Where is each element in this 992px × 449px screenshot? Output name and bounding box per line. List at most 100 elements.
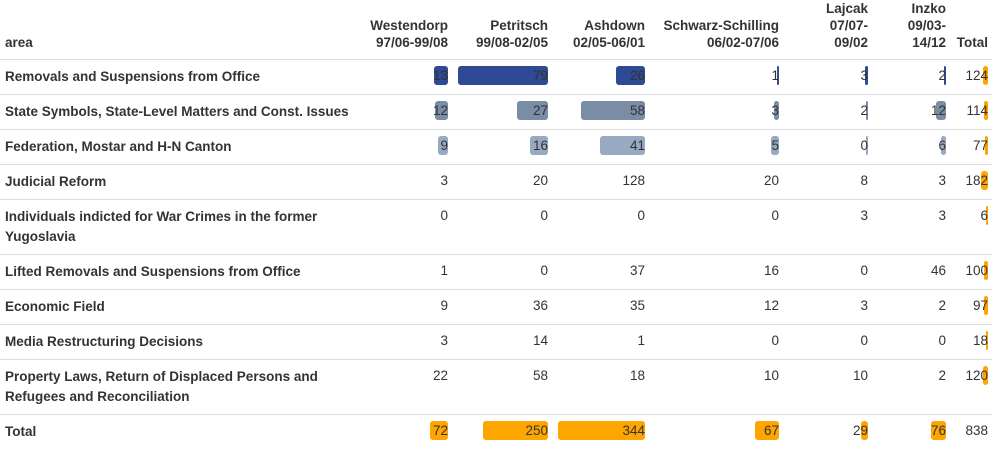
- column-header-name: Schwarz-Schilling: [653, 17, 779, 34]
- cell-total: 6: [950, 200, 992, 255]
- cell-total: 124: [950, 60, 992, 95]
- cell-inzko: 0: [872, 325, 950, 360]
- table-row: Individuals indicted for War Crimes in t…: [0, 200, 992, 255]
- cell-lajcak: 0: [783, 325, 872, 360]
- cell-lajcak: 3: [783, 290, 872, 325]
- column-header-name: Petritsch: [456, 17, 548, 34]
- cell-westendorp: 12: [354, 95, 452, 130]
- row-area-label: Media Restructuring Decisions: [0, 325, 354, 360]
- cell-value: 3: [440, 173, 448, 188]
- cell-value: 29: [853, 423, 868, 438]
- cell-ashdown: 41: [552, 130, 649, 165]
- cell-value: 20: [533, 173, 548, 188]
- column-header-name: Lajcak: [787, 0, 868, 17]
- column-header-dates: 02/05-06/01: [556, 34, 645, 51]
- cell-value: 0: [771, 333, 779, 348]
- cell-value: 3: [440, 333, 448, 348]
- cell-value: 2: [938, 298, 946, 313]
- cell-petritsch: 0: [452, 255, 552, 290]
- row-area-label: Property Laws, Return of Displaced Perso…: [0, 360, 354, 415]
- cell-schwarz-schilling: 5: [649, 130, 783, 165]
- table-row: Property Laws, Return of Displaced Perso…: [0, 360, 992, 415]
- column-header-name: Westendorp: [358, 17, 448, 34]
- cell-inzko: 2: [872, 290, 950, 325]
- cell-value: 100: [965, 263, 988, 278]
- cell-value: 13: [433, 68, 448, 83]
- cell-value: 3: [938, 173, 946, 188]
- cell-westendorp: 0: [354, 200, 452, 255]
- cell-value: 18: [973, 333, 988, 348]
- cell-westendorp: 13: [354, 60, 452, 95]
- cell-petritsch: 0: [452, 200, 552, 255]
- cell-inzko: 3: [872, 165, 950, 200]
- cell-ashdown: 128: [552, 165, 649, 200]
- total-cell-petritsch: 250: [452, 415, 552, 449]
- cell-lajcak: 8: [783, 165, 872, 200]
- cell-schwarz-schilling: 3: [649, 95, 783, 130]
- cell-value: 10: [764, 368, 779, 383]
- cell-value: 0: [637, 208, 645, 223]
- cell-value: 10: [853, 368, 868, 383]
- cell-value: 0: [771, 208, 779, 223]
- cell-lajcak: 0: [783, 255, 872, 290]
- cell-value: 2: [860, 103, 868, 118]
- cell-value: 58: [630, 103, 645, 118]
- cell-westendorp: 9: [354, 130, 452, 165]
- cell-value: 838: [965, 423, 988, 438]
- area-column-header: area: [0, 0, 354, 60]
- cell-schwarz-schilling: 0: [649, 200, 783, 255]
- cell-value: 344: [622, 423, 645, 438]
- cell-total: 18: [950, 325, 992, 360]
- cell-value: 16: [764, 263, 779, 278]
- total-cell-lajcak: 29: [783, 415, 872, 449]
- row-area-label: Removals and Suspensions from Office: [0, 60, 354, 95]
- cell-inzko: 2: [872, 60, 950, 95]
- row-area-label: Economic Field: [0, 290, 354, 325]
- cell-value: 79: [533, 68, 548, 83]
- column-header-name: Total: [954, 34, 988, 51]
- cell-schwarz-schilling: 12: [649, 290, 783, 325]
- cell-petritsch: 20: [452, 165, 552, 200]
- cell-petritsch: 79: [452, 60, 552, 95]
- cell-inzko: 3: [872, 200, 950, 255]
- cell-value: 67: [764, 423, 779, 438]
- cell-value: 5: [771, 138, 779, 153]
- row-area-label: Federation, Mostar and H-N Canton: [0, 130, 354, 165]
- row-area-label: Individuals indicted for War Crimes in t…: [0, 200, 354, 255]
- cell-ashdown: 1: [552, 325, 649, 360]
- cell-ashdown: 37: [552, 255, 649, 290]
- cell-value: 124: [965, 68, 988, 83]
- cell-ashdown: 58: [552, 95, 649, 130]
- cell-lajcak: 3: [783, 60, 872, 95]
- cell-value: 6: [980, 208, 988, 223]
- row-area-label: Judicial Reform: [0, 165, 354, 200]
- total-cell-westendorp: 72: [354, 415, 452, 449]
- cell-westendorp: 3: [354, 325, 452, 360]
- cell-value: 0: [860, 263, 868, 278]
- cell-schwarz-schilling: 16: [649, 255, 783, 290]
- cell-value: 37: [630, 263, 645, 278]
- cell-value: 3: [860, 298, 868, 313]
- cell-value: 0: [540, 263, 548, 278]
- cell-petritsch: 36: [452, 290, 552, 325]
- column-header-name: Ashdown: [556, 17, 645, 34]
- cell-value: 97: [973, 298, 988, 313]
- cell-value: 3: [860, 208, 868, 223]
- table-row: Removals and Suspensions from Office 13 79…: [0, 60, 992, 95]
- cell-value: 27: [533, 103, 548, 118]
- cell-value: 2: [938, 68, 946, 83]
- total-cell-inzko: 76: [872, 415, 950, 449]
- cell-value: 1: [440, 263, 448, 278]
- cell-inzko: 46: [872, 255, 950, 290]
- column-header-dates: 09/02: [787, 34, 868, 51]
- cell-value: 0: [860, 138, 868, 153]
- column-header-dates: 99/08-02/05: [456, 34, 548, 51]
